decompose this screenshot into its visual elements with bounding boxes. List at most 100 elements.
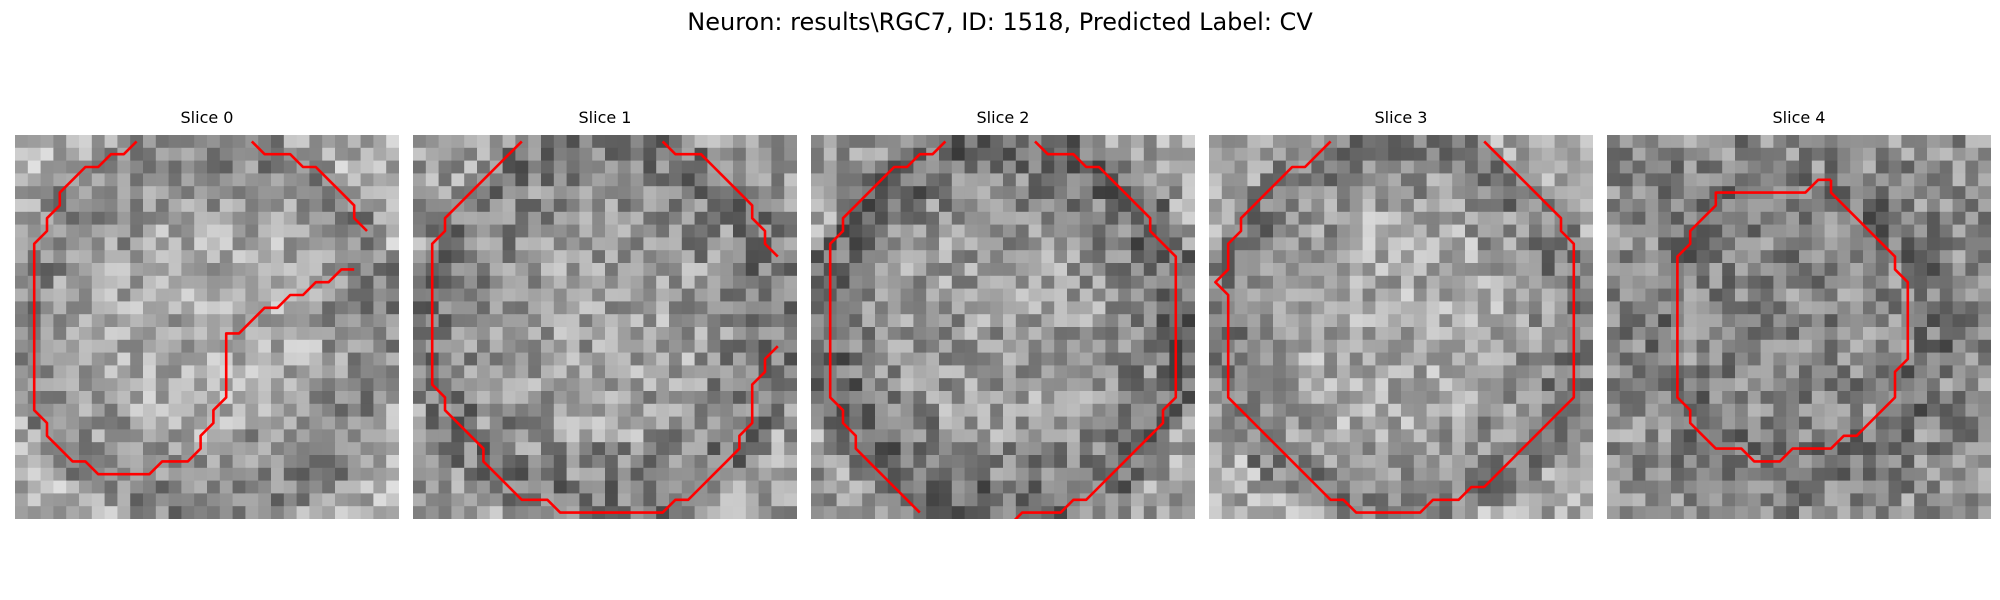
pixel-cell [1143, 352, 1157, 366]
pixel-cell [1541, 403, 1555, 417]
pixel-cell [939, 352, 953, 366]
pixel-cell [451, 160, 465, 174]
pixel-cell [296, 275, 310, 289]
pixel-cell [1477, 160, 1491, 174]
pixel-cell [1234, 455, 1248, 469]
pixel-cell [1131, 365, 1145, 379]
pixel-cell [1477, 314, 1491, 328]
pixel-cell [1888, 339, 1902, 353]
pixel-cell [464, 237, 478, 251]
pixel-cell [1658, 314, 1672, 328]
pixel-cell [977, 365, 991, 379]
pixel-cell [913, 455, 927, 469]
pixel-cell [1079, 339, 1093, 353]
pixel-cell [823, 480, 837, 494]
pixel-cell [181, 186, 195, 200]
pixel-cell [617, 442, 631, 456]
pixel-cell [1939, 480, 1953, 494]
pixel-cell [1426, 339, 1440, 353]
pixel-cell [1952, 263, 1966, 277]
pixel-cell [1079, 467, 1093, 481]
pixel-cell [630, 429, 644, 443]
pixel-cell [489, 301, 503, 315]
pixel-cell [1645, 301, 1659, 315]
pixel-cell [1709, 416, 1723, 430]
pixel-cell [27, 480, 41, 494]
pixel-cell [1247, 288, 1261, 302]
pixel-cell [1619, 429, 1633, 443]
pixel-cell [373, 442, 387, 456]
pixel-cell [758, 250, 772, 264]
pixel-cell [1362, 429, 1376, 443]
pixel-cell [1028, 442, 1042, 456]
pixel-cell [913, 211, 927, 225]
pixel-cell [528, 378, 542, 392]
pixel-cell [1324, 237, 1338, 251]
pixel-cell [1837, 275, 1851, 289]
pixel-cell [875, 403, 889, 417]
pixel-cell [579, 403, 593, 417]
pixel-cell [1607, 211, 1621, 225]
pixel-cell [541, 391, 555, 405]
pixel-cell [1028, 493, 1042, 507]
pixel-cell [630, 467, 644, 481]
pixel-cell [360, 147, 374, 161]
pixel-cell [900, 237, 914, 251]
pixel-cell [1477, 173, 1491, 187]
pixel-cell [1298, 480, 1312, 494]
pixel-cell [194, 391, 208, 405]
pixel-cell [1015, 135, 1029, 149]
pixel-cell [1169, 506, 1183, 519]
pixel-cell [1324, 288, 1338, 302]
pixel-cell [489, 378, 503, 392]
pixel-cell [964, 135, 978, 149]
pixel-cell [1426, 250, 1440, 264]
pixel-cell [1067, 263, 1081, 277]
pixel-cell [1337, 160, 1351, 174]
pixel-cell [117, 403, 131, 417]
pixel-cell [1811, 429, 1825, 443]
pixel-cell [1722, 314, 1736, 328]
pixel-cell [1054, 186, 1068, 200]
pixel-cell [1914, 186, 1928, 200]
pixel-cell [1607, 416, 1621, 430]
pixel-cell [438, 301, 452, 315]
pixel-cell [1439, 314, 1453, 328]
pixel-cell [386, 339, 399, 353]
pixel-cell [771, 135, 785, 149]
pixel-cell [1452, 135, 1466, 149]
pixel-cell [1260, 250, 1274, 264]
pixel-cell [528, 211, 542, 225]
pixel-cell [1516, 263, 1530, 277]
pixel-cell [1324, 429, 1338, 443]
pixel-cell [477, 211, 491, 225]
pixel-cell [630, 352, 644, 366]
pixel-cell [283, 301, 297, 315]
pixel-cell [1722, 147, 1736, 161]
pixel-cell [194, 352, 208, 366]
pixel-cell [733, 263, 747, 277]
pixel-cell [849, 135, 863, 149]
pixel-cell [951, 416, 965, 430]
pixel-cell [53, 391, 67, 405]
pixel-cell [887, 327, 901, 341]
pixel-cell [1247, 403, 1261, 417]
pixel-cell [1529, 211, 1543, 225]
pixel-cell [733, 199, 747, 213]
pixel-cell [1105, 186, 1119, 200]
pixel-cell [79, 339, 93, 353]
pixel-cell [1015, 365, 1029, 379]
pixel-cell [733, 455, 747, 469]
pixel-cell [977, 135, 991, 149]
pixel-cell [1645, 467, 1659, 481]
pixel-cell [990, 186, 1004, 200]
pixel-cell [681, 199, 695, 213]
pixel-cell [1465, 467, 1479, 481]
pixel-cell [79, 416, 93, 430]
pixel-cell [541, 160, 555, 174]
pixel-cell [1388, 314, 1402, 328]
pixel-cell [1041, 250, 1055, 264]
pixel-cell [1015, 403, 1029, 417]
pixel-cell [1477, 403, 1491, 417]
pixel-cell [1028, 237, 1042, 251]
